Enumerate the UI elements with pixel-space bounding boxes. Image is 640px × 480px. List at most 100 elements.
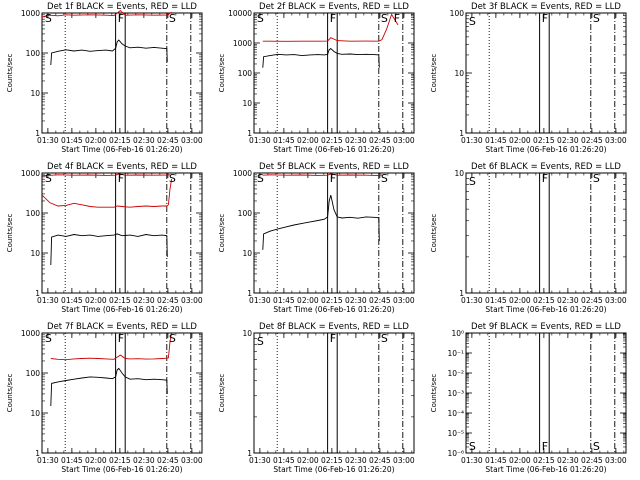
x-tick-label: 01:45 <box>485 456 507 465</box>
flag-label: S <box>45 172 52 185</box>
flag-label: F <box>542 440 548 453</box>
y-axis-label: Counts/sec <box>6 54 14 93</box>
x-tick-label: 03:00 <box>393 136 415 145</box>
plot-frame <box>465 172 627 294</box>
plot-frame <box>41 12 203 134</box>
flag-label: S <box>257 12 264 25</box>
x-tick-label: 01:30 <box>37 136 59 145</box>
series-events-line <box>50 367 168 407</box>
y-tick-label: 100 <box>26 49 41 58</box>
x-tick-label: 02:45 <box>581 296 603 305</box>
x-tick-label: 03:00 <box>181 456 203 465</box>
x-axis-label: Start Time (06-Feb-16 01:26:20) <box>485 465 606 474</box>
y-tick-label: 10⁻¹ <box>447 349 464 358</box>
x-tick-label: 01:45 <box>61 296 83 305</box>
x-tick-label: 02:15 <box>109 136 131 145</box>
flag-label: S <box>381 172 388 185</box>
y-tick-label: 100 <box>26 209 41 218</box>
flag-label: F <box>330 12 336 25</box>
x-tick-label: 02:00 <box>509 456 531 465</box>
x-tick-label: 03:00 <box>181 296 203 305</box>
y-tick-label: 100 <box>26 369 41 378</box>
x-tick-label: 01:30 <box>461 456 483 465</box>
panel-det-5f: Det 5f BLACK = Events, RED = LLD 1 10 100 10… <box>218 162 415 314</box>
y-tick-label: 10⁻⁵ <box>447 429 464 438</box>
y-tick-label: 1000 <box>233 39 252 48</box>
x-axis-label: Start Time (06-Feb-16 01:26:20) <box>61 305 182 314</box>
plot-frame <box>465 332 627 454</box>
x-tick-label: 02:45 <box>369 456 391 465</box>
plot-frame <box>253 332 415 454</box>
x-tick-label: 03:00 <box>605 296 627 305</box>
x-tick-label: 03:00 <box>605 136 627 145</box>
flag-label: S <box>381 332 388 345</box>
panel-title: Det 4f BLACK = Events, RED = LLD <box>47 162 197 172</box>
x-tick-label: 01:30 <box>37 456 59 465</box>
x-tick-label: 02:00 <box>297 456 319 465</box>
x-tick-label: 01:30 <box>249 136 271 145</box>
y-tick-label: 1 <box>459 289 464 298</box>
y-tick-label: 100 <box>238 209 253 218</box>
panel-title: Det 5f BLACK = Events, RED = LLD <box>259 162 409 172</box>
x-tick-label: 01:30 <box>461 296 483 305</box>
flag-label: F <box>118 172 124 185</box>
x-axis-label: Start Time (06-Feb-16 01:26:20) <box>273 305 394 314</box>
flag-label: F <box>394 12 400 25</box>
flag-label: S <box>45 12 52 25</box>
y-tick-label: 10000 <box>228 9 252 18</box>
x-tick-label: 03:00 <box>605 456 627 465</box>
x-axis-label: Start Time (06-Feb-16 01:26:20) <box>61 145 182 154</box>
flag-label: F <box>118 332 124 345</box>
x-tick-label: 01:45 <box>273 456 295 465</box>
x-tick-label: 02:30 <box>345 136 367 145</box>
flag-label: S <box>169 12 176 25</box>
x-tick-label: 02:45 <box>581 456 603 465</box>
x-tick-label: 02:30 <box>133 456 155 465</box>
y-tick-label: 10⁻⁶ <box>447 449 464 458</box>
x-tick-label: 02:15 <box>533 296 555 305</box>
x-tick-label: 01:30 <box>461 136 483 145</box>
flag-label: F <box>118 12 124 25</box>
x-tick-label: 02:15 <box>533 136 555 145</box>
x-tick-label: 02:15 <box>109 296 131 305</box>
x-tick-label: 03:00 <box>393 296 415 305</box>
panel-det-6f: Det 6f BLACK = Events, RED = LLD 1 10 Count… <box>430 162 627 314</box>
series-lld-line <box>41 179 173 208</box>
y-tick-label: 10 <box>454 169 464 178</box>
series-events-line <box>262 194 380 250</box>
x-tick-label: 01:45 <box>61 456 83 465</box>
plot-frame <box>41 172 203 294</box>
panel-det-1f: Det 1f BLACK = Events, RED = LLD 1 10 100 10… <box>6 2 203 154</box>
x-tick-label: 02:30 <box>345 296 367 305</box>
x-axis-label: Start Time (06-Feb-16 01:26:20) <box>61 465 182 474</box>
y-tick-label: 10⁻⁴ <box>447 409 464 418</box>
y-tick-label: 10 <box>30 89 40 98</box>
x-tick-label: 02:45 <box>369 296 391 305</box>
series-lld-line <box>50 332 173 361</box>
x-tick-label: 01:30 <box>249 296 271 305</box>
x-tick-label: 02:00 <box>509 296 531 305</box>
x-tick-label: 02:30 <box>345 456 367 465</box>
x-tick-label: 01:45 <box>485 296 507 305</box>
x-tick-label: 01:45 <box>273 136 295 145</box>
y-axis-label: Counts/sec <box>218 54 226 93</box>
plot-frame <box>253 12 415 134</box>
panel-title: Det 2f BLACK = Events, RED = LLD <box>259 2 409 12</box>
flag-label: S <box>593 172 600 185</box>
y-tick-label: 1 <box>35 289 40 298</box>
series-events-line <box>50 233 168 266</box>
y-axis-label: Counts/sec <box>430 214 438 253</box>
x-tick-label: 03:00 <box>181 136 203 145</box>
flag-label: S <box>469 440 476 453</box>
x-tick-label: 02:00 <box>297 136 319 145</box>
panel-title: Det 3f BLACK = Events, RED = LLD <box>471 2 621 12</box>
panel-det-4f: Det 4f BLACK = Events, RED = LLD 1 10 100 10… <box>6 162 203 314</box>
panel-det-7f: Det 7f BLACK = Events, RED = LLD 1 10 100 10… <box>6 322 203 474</box>
panel-det-3f: Det 3f BLACK = Events, RED = LLD 1 10 100 Co… <box>430 2 627 154</box>
y-axis-label: Counts/sec <box>430 54 438 93</box>
y-tick-label: 1 <box>35 129 40 138</box>
flag-label: S <box>381 12 388 25</box>
y-tick-label: 100 <box>238 69 253 78</box>
x-tick-label: 02:00 <box>297 296 319 305</box>
y-tick-label: 1 <box>35 449 40 458</box>
